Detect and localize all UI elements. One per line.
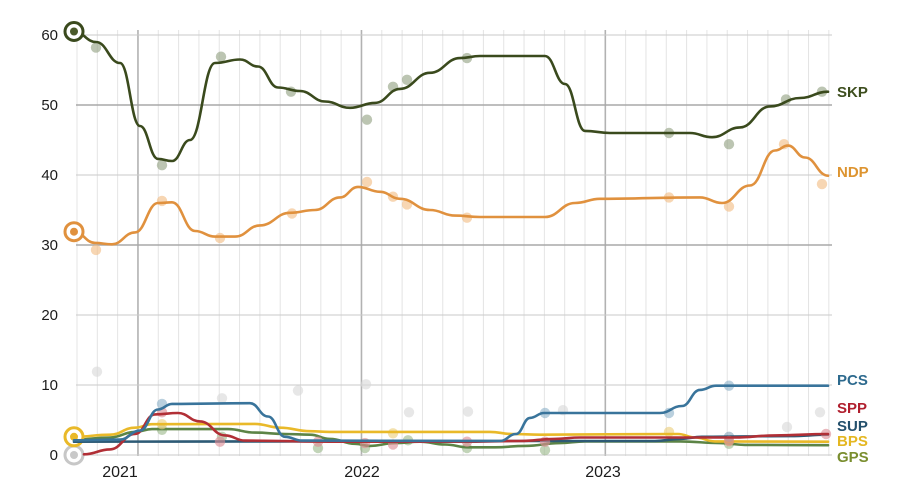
poll-dot-oth xyxy=(292,385,304,396)
series-label-spp: SPP xyxy=(837,400,867,417)
poll-dot-ndp xyxy=(90,244,102,256)
x-year-label-2022: 2022 xyxy=(344,464,380,481)
grid-horizontal: 0 10 20 30 40 50 60 xyxy=(41,27,832,464)
poll-dot-ndp xyxy=(156,195,168,207)
poll-dot-spp xyxy=(214,436,226,447)
x-year-label-2023: 2023 xyxy=(585,464,621,481)
start-marker-dot-bps xyxy=(70,432,78,441)
poll-dot-oth xyxy=(403,407,415,418)
start-marker-dot-skp xyxy=(70,27,78,36)
poll-dot-oth xyxy=(462,406,474,417)
y-tick-label-10: 10 xyxy=(41,377,58,394)
x-year-label-2021: 2021 xyxy=(102,464,138,481)
trend-line-spp xyxy=(82,411,830,456)
series-label-gps: GPS xyxy=(837,449,869,466)
poll-dot-oth xyxy=(216,393,228,404)
y-tick-label-30: 30 xyxy=(41,237,58,254)
start-marker-dot-oth xyxy=(70,451,78,459)
series-skp: SKP xyxy=(63,21,868,171)
y-tick-label-20: 20 xyxy=(41,307,58,324)
poll-dot-gps xyxy=(539,444,551,456)
y-tick-label-40: 40 xyxy=(41,167,58,184)
poll-dot-oth xyxy=(781,421,793,433)
series-label-sup: SUP xyxy=(837,418,868,435)
poll-dot-ndp xyxy=(214,232,226,244)
poll-dot-oth xyxy=(360,379,372,390)
poll-dot-ndp xyxy=(816,178,828,190)
series-label-bps: BPS xyxy=(837,433,868,450)
y-tick-label-0: 0 xyxy=(50,447,58,464)
trend-line-bps xyxy=(72,422,830,443)
poll-dot-skp xyxy=(723,139,735,150)
poll-dot-bps xyxy=(387,428,399,439)
poll-dot-ndp xyxy=(723,201,735,212)
grid-vertical xyxy=(76,30,830,456)
series-ndp: NDP xyxy=(63,139,869,256)
poll-dot-skp xyxy=(90,42,102,53)
start-marker-dot-ndp xyxy=(70,227,78,236)
y-tick-label-60: 60 xyxy=(41,27,58,44)
series-label-ndp: NDP xyxy=(837,164,869,181)
poll-dot-skp xyxy=(401,74,413,86)
series-label-skp: SKP xyxy=(837,84,868,101)
series-label-pcs: PCS xyxy=(837,372,868,389)
trend-line-pcs xyxy=(72,384,830,443)
poll-dot-skp xyxy=(361,114,373,125)
poll-dot-skp xyxy=(215,51,227,62)
y-tick-label-50: 50 xyxy=(41,97,58,114)
poll-dot-ndp xyxy=(361,176,373,188)
poll-dot-bps xyxy=(663,426,675,438)
poll-dot-oth xyxy=(814,407,826,418)
trend-line-ndp xyxy=(72,144,830,246)
poll-dot-oth xyxy=(91,366,103,377)
trend-line-skp xyxy=(72,30,830,163)
poll-dot-skp xyxy=(156,160,168,171)
series-pcs: PCS xyxy=(72,372,868,443)
